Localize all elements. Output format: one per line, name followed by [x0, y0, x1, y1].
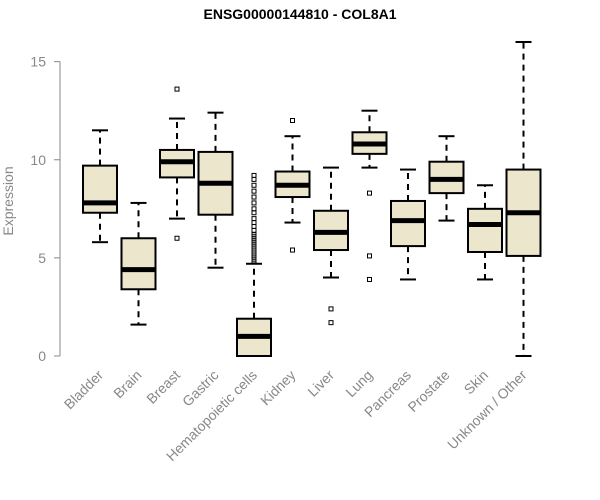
outlier-point [251, 220, 257, 226]
x-tick-label: Breast [143, 367, 183, 407]
box-prostate [428, 135, 465, 222]
box-bladder [82, 129, 118, 244]
x-tick-label: Liver [304, 367, 337, 400]
y-tick-label: 10 [30, 152, 46, 168]
box-breast [159, 86, 195, 241]
box-pancreas [390, 168, 426, 281]
outlier-point [251, 227, 257, 233]
outlier-point [328, 320, 334, 326]
outlier-point [328, 306, 334, 312]
y-axis-title: Expression [0, 166, 16, 235]
iqr-box [390, 199, 426, 248]
outlier-point [367, 276, 372, 282]
outlier-point [367, 253, 372, 259]
box-gastric [197, 111, 234, 269]
box-lung [351, 109, 388, 282]
outlier-point [251, 188, 257, 194]
y-tick-label: 0 [38, 348, 46, 364]
boxplot-group [82, 41, 542, 357]
box-unknown-other [505, 41, 542, 357]
outlier-point [174, 86, 180, 92]
x-tick-label: Kidney [257, 367, 299, 409]
iqr-box [82, 164, 118, 214]
box-kidney [274, 118, 311, 253]
outlier-point [251, 210, 257, 216]
outlier-point [251, 223, 257, 229]
outlier-point [367, 190, 372, 196]
chart-title: ENSG00000144810 - COL8A1 [203, 6, 397, 22]
y-axis: 0 5 10 15 [30, 54, 61, 364]
outlier-point [290, 247, 295, 253]
x-tick-label: Prostate [404, 367, 452, 415]
box-brain [120, 201, 157, 326]
x-tick-label: Lung [342, 367, 375, 400]
outlier-point [251, 182, 257, 188]
y-tick-label: 15 [30, 54, 46, 70]
iqr-box [120, 237, 157, 291]
outlier-point [251, 194, 257, 200]
x-tick-label: Skin [461, 367, 492, 398]
box-skin [467, 184, 503, 281]
box-liver [313, 166, 349, 326]
outlier-point [251, 206, 257, 212]
iqr-box [467, 207, 503, 253]
outlier-point [251, 176, 257, 182]
x-tick-label: Brain [110, 367, 144, 401]
outlier-point [251, 172, 257, 178]
outlier-point [290, 118, 295, 123]
x-tick-label: Bladder [61, 367, 107, 413]
outlier-point [174, 235, 180, 241]
box-hematopoietic-cells [236, 172, 272, 357]
y-tick-label: 5 [38, 250, 46, 266]
outlier-point [251, 216, 257, 222]
outlier-point [251, 200, 257, 206]
